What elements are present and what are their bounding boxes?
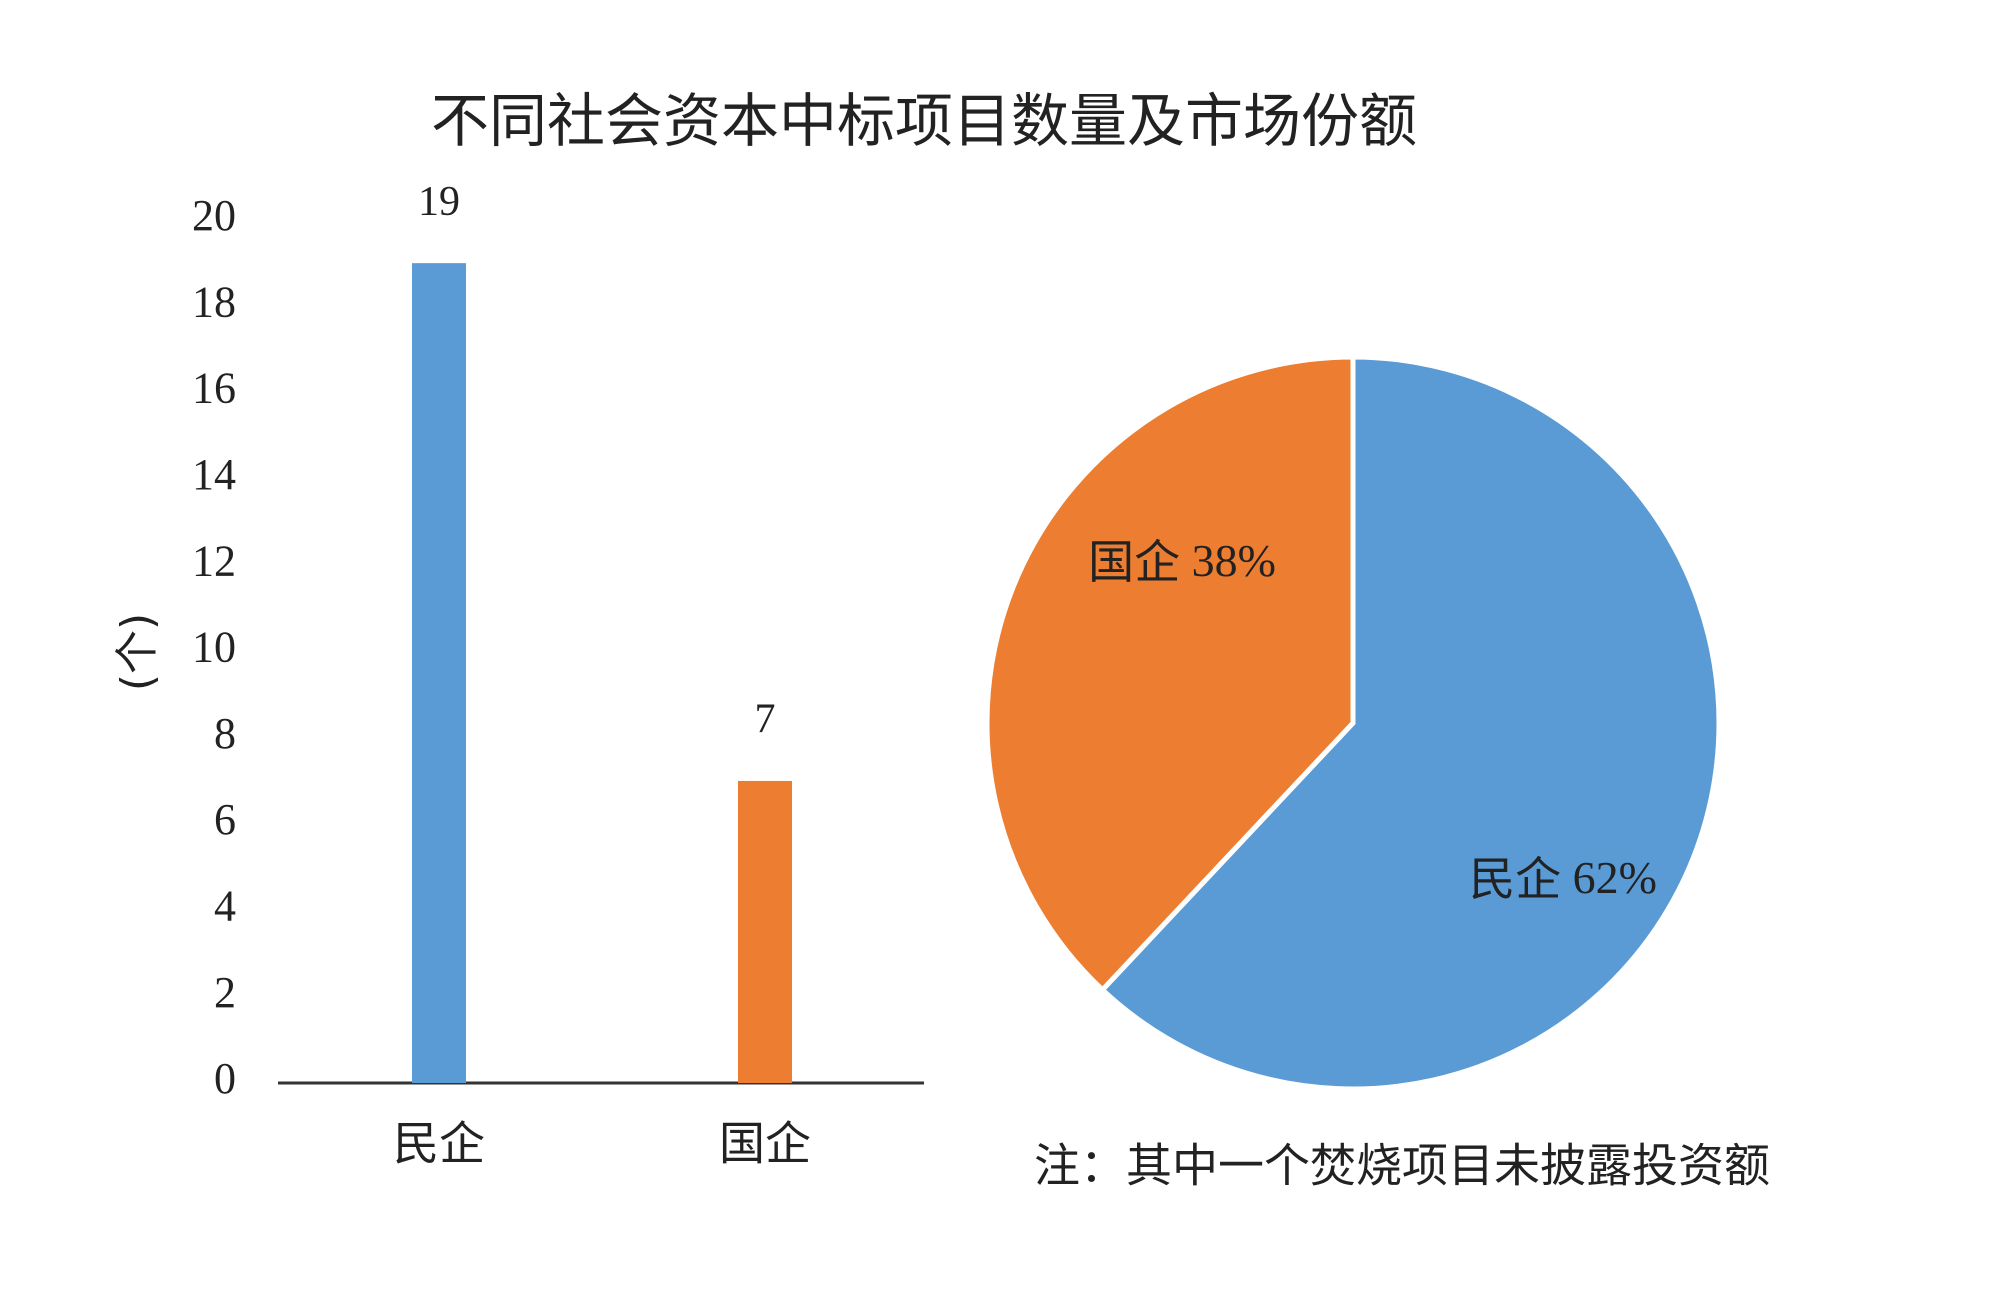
data-label: 19 xyxy=(418,179,460,225)
y-tick-label: 8 xyxy=(214,709,236,758)
y-tick-label: 10 xyxy=(192,623,236,672)
bar xyxy=(412,263,466,1083)
bar xyxy=(738,780,792,1083)
y-tick-label: 4 xyxy=(214,881,236,930)
x-tick-label: 国企 xyxy=(719,1117,811,1171)
pie-slice xyxy=(984,354,1356,994)
y-tick-label: 0 xyxy=(214,1054,236,1103)
annotation: 注：其中一个焚烧项目未披露投资额 xyxy=(1034,1139,1770,1193)
y-tick-label: 20 xyxy=(192,191,236,240)
pie-slice xyxy=(1098,354,1722,1092)
x-tick-label: 民企 xyxy=(393,1117,485,1171)
slice-category: 国企 xyxy=(1088,535,1180,589)
slice-value: 62% xyxy=(1573,852,1657,903)
y-tick-label: 14 xyxy=(192,450,236,499)
y-tick-label: 16 xyxy=(192,364,236,413)
y-tick-label: 6 xyxy=(214,795,236,844)
y-axis-label: (个) xyxy=(112,613,163,691)
slice-value: 38% xyxy=(1192,535,1276,586)
slice-category: 民企 xyxy=(1469,852,1561,906)
y-tick-label: 12 xyxy=(192,536,236,585)
data-label: 7 xyxy=(755,697,776,743)
slice-label: 国企 38% xyxy=(1088,535,1276,589)
chart-title: 不同社会资本中标项目数量及市场份额 xyxy=(431,87,1417,155)
slice-label: 民企 62% xyxy=(1469,852,1657,906)
y-tick-label: 2 xyxy=(214,968,236,1017)
y-tick-label: 18 xyxy=(192,277,236,326)
